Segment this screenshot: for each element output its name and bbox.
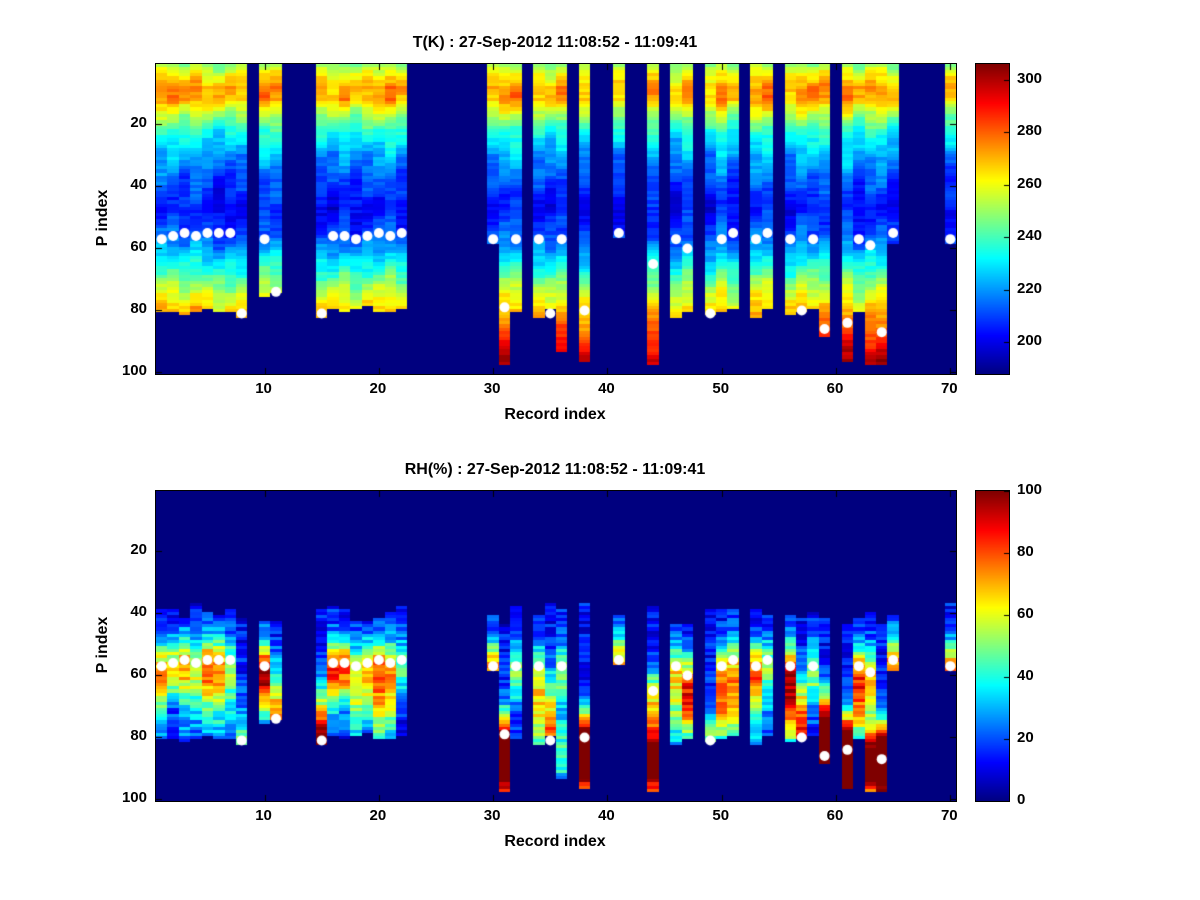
x-tick-label: 30 [483,380,501,397]
y-tick-label: 60 [130,665,147,683]
y-tick-label: 100 [121,362,147,380]
colorbar-tick-label: 260 [1017,174,1043,192]
colorbar-tick-label: 100 [1017,481,1043,498]
x-tick-label: 70 [940,380,958,397]
y-tick-label: 20 [130,541,147,559]
temperature-x-axis-label: Record index [504,406,606,423]
temperature-colorbar [975,63,1010,375]
temperature-heatmap [155,63,957,375]
colorbar-tick-label: 240 [1017,227,1043,245]
x-tick-label: 10 [255,807,272,824]
colorbar-tick-label: 80 [1017,543,1034,560]
colorbar-tick-label: 20 [1017,729,1034,746]
y-tick-label: 80 [130,300,147,318]
x-tick-label: 60 [826,807,844,824]
colorbar-tick-label: 0 [1017,791,1026,808]
x-tick-label: 40 [598,807,615,824]
y-tick-label: 100 [121,789,147,807]
humidity-heatmap [155,490,957,802]
x-tick-label: 30 [483,807,501,824]
x-tick-label: 50 [712,380,730,397]
x-tick-label: 60 [826,380,844,397]
x-tick-label: 20 [369,807,387,824]
humidity-plot-title: RH(%) : 27-Sep-2012 11:08:52 - 11:09:41 [404,461,706,478]
y-tick-label: 40 [130,603,147,621]
humidity-colorbar [975,490,1010,802]
colorbar-tick-label: 280 [1017,122,1043,140]
temperature-plot-title: T(K) : 27-Sep-2012 11:08:52 - 11:09:41 [412,34,698,51]
x-tick-label: 20 [369,380,387,397]
colorbar-tick-label: 300 [1017,69,1043,87]
y-tick-label: 60 [130,238,147,256]
humidity-x-axis-label: Record index [504,833,606,850]
x-tick-label: 70 [940,807,958,824]
y-tick-label: 40 [130,176,147,194]
y-tick-label: 20 [130,114,147,132]
colorbar-tick-label: 200 [1017,332,1043,350]
x-tick-label: 40 [598,380,615,397]
x-tick-label: 50 [712,807,730,824]
colorbar-tick-label: 220 [1017,279,1043,297]
y-tick-label: 80 [130,727,147,745]
colorbar-tick-label: 40 [1017,667,1034,684]
colorbar-tick-label: 60 [1017,605,1034,622]
x-tick-label: 10 [255,380,272,397]
